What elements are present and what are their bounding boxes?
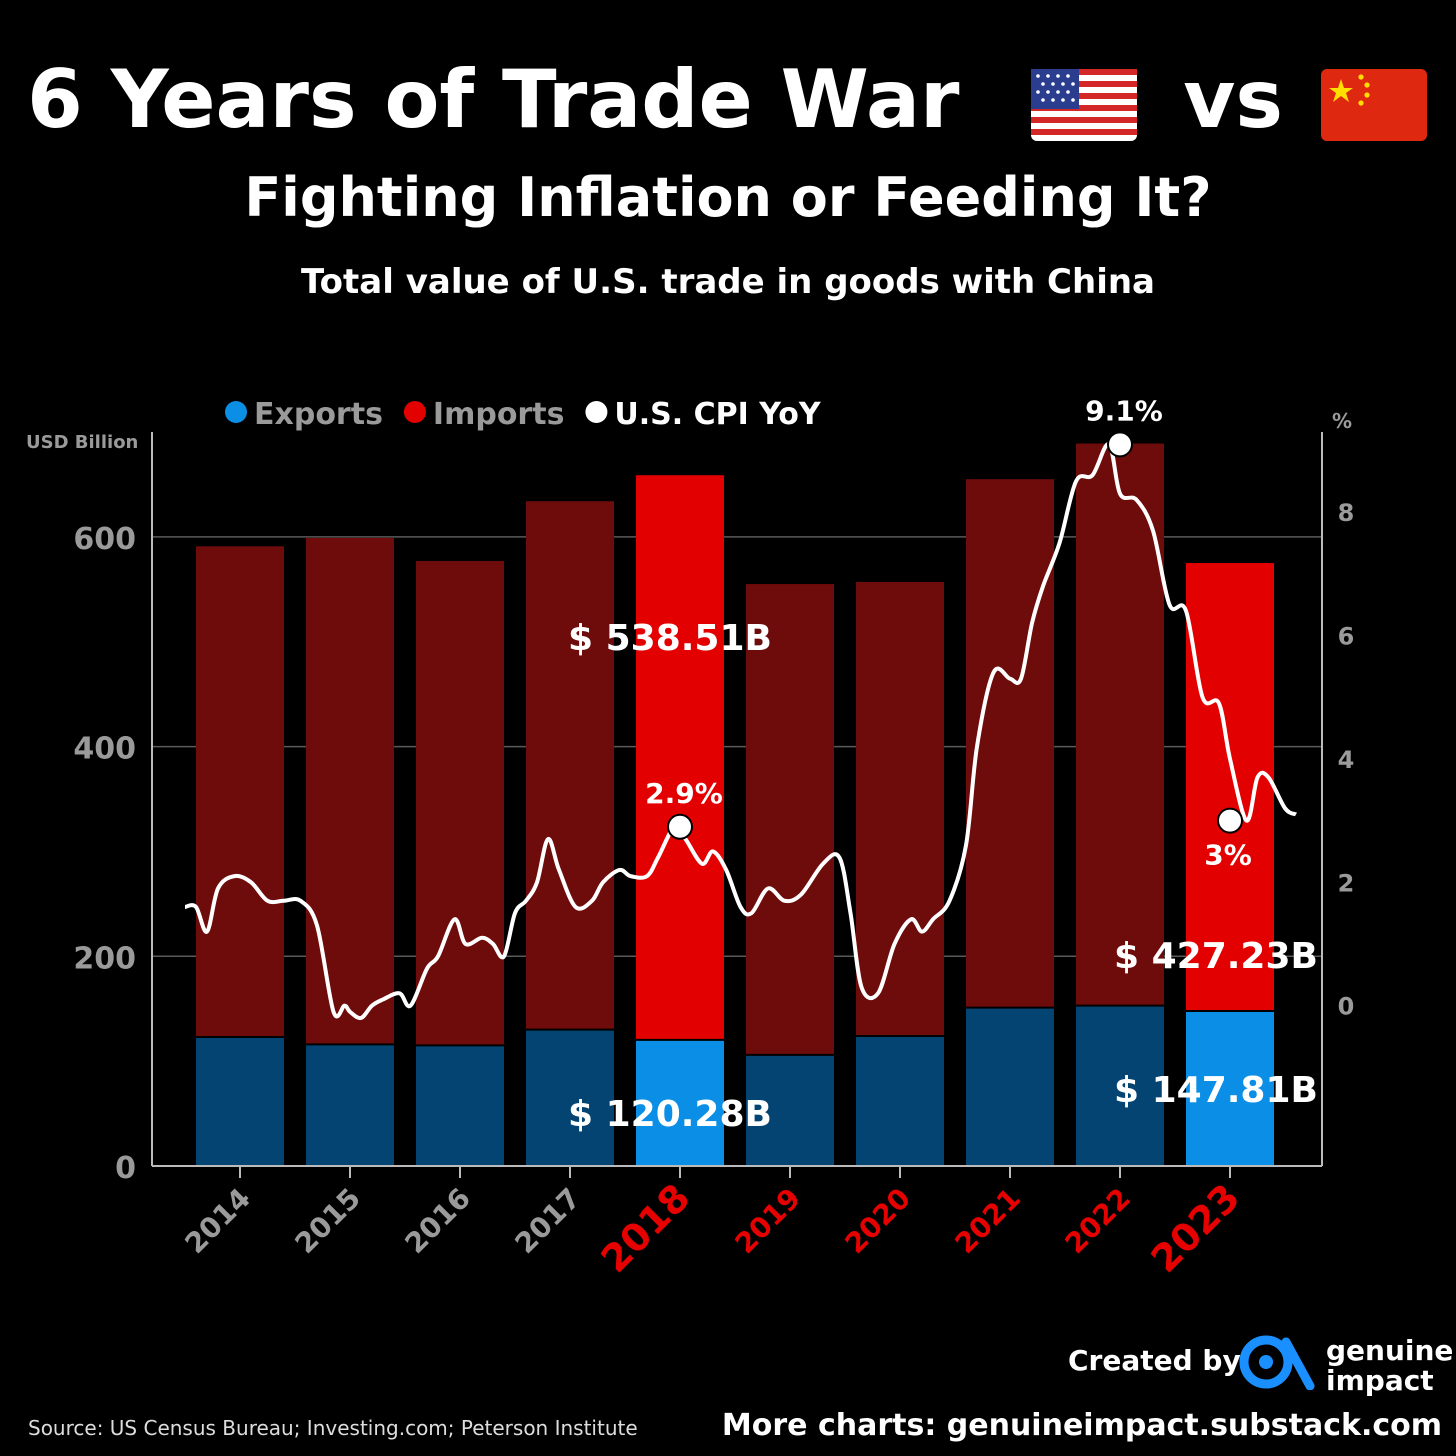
chart-title: Total value of U.S. trade in goods with … bbox=[300, 262, 1156, 302]
bar-value-label-imports-2018: $ 538.51B bbox=[568, 618, 772, 659]
bar-value-label-exports-2018: $ 120.28B bbox=[568, 1094, 772, 1135]
legend-marker-exports bbox=[225, 401, 247, 423]
right-tick-label-2: 2 bbox=[1338, 869, 1355, 897]
left-tick-label-200: 200 bbox=[73, 941, 136, 976]
cpi-marker-9.1% bbox=[1107, 431, 1133, 458]
right-tick-label-0: 0 bbox=[1338, 993, 1355, 1021]
imports-bar-2019 bbox=[746, 584, 834, 1055]
imports-bar-2017 bbox=[526, 501, 614, 1030]
right-tick-label-4: 4 bbox=[1338, 746, 1355, 774]
brand-line2: impact bbox=[1326, 1364, 1434, 1397]
exports-bar-2022 bbox=[1076, 1005, 1164, 1166]
x-tick-label-2018: 2018 bbox=[592, 1175, 698, 1281]
main-title: 6 Years of Trade War vs bbox=[0, 52, 1456, 148]
cpi-annotation-9.1%: 9.1% bbox=[1085, 394, 1163, 427]
x-tick-label-2016: 2016 bbox=[399, 1182, 477, 1260]
genuine-impact-logo-icon bbox=[1239, 1335, 1315, 1390]
x-tick-label-2023: 2023 bbox=[1142, 1175, 1248, 1281]
x-tick-label-2020: 2020 bbox=[839, 1182, 917, 1260]
exports-bar-2015 bbox=[306, 1044, 394, 1166]
more-charts-link[interactable]: More charts: genuineimpact.substack.com bbox=[721, 1408, 1442, 1443]
x-tick-label-2019: 2019 bbox=[729, 1182, 807, 1260]
imports-bar-2016 bbox=[416, 560, 504, 1046]
imports-bar-2018 bbox=[636, 475, 724, 1040]
legend-marker-u-s-cpi-yoy bbox=[585, 401, 608, 423]
right-tick-label-6: 6 bbox=[1338, 623, 1355, 651]
right-axis-title: % bbox=[1332, 409, 1352, 433]
x-tick-label-2021: 2021 bbox=[949, 1182, 1027, 1260]
legend-label-imports: Imports bbox=[433, 397, 565, 432]
exports-bar-2019 bbox=[746, 1054, 834, 1166]
china-flag-icon bbox=[1320, 69, 1427, 142]
brand-line1: genuine bbox=[1326, 1334, 1454, 1367]
legend-marker-imports bbox=[403, 401, 426, 423]
exports-bar-2020 bbox=[856, 1035, 944, 1166]
exports-bar-2018 bbox=[636, 1039, 724, 1166]
legend-label-exports: Exports bbox=[254, 397, 383, 432]
left-tick-label-0: 0 bbox=[115, 1151, 136, 1186]
cpi-marker-2.9% bbox=[667, 813, 693, 840]
exports-bar-2016 bbox=[416, 1045, 504, 1166]
imports-bar-2020 bbox=[856, 581, 944, 1036]
left-tick-label-400: 400 bbox=[73, 732, 136, 767]
x-tick-label-2014: 2014 bbox=[179, 1182, 257, 1260]
imports-bar-2021 bbox=[966, 479, 1054, 1008]
subtitle: Fighting Inflation or Feeding It? bbox=[244, 166, 1212, 229]
cpi-marker-3% bbox=[1217, 807, 1243, 834]
cpi-annotation-2.9%: 2.9% bbox=[645, 777, 723, 810]
exports-bar-2021 bbox=[966, 1007, 1054, 1166]
title-text: 6 Years of Trade War bbox=[27, 53, 960, 146]
cpi-annotation-3%: 3% bbox=[1204, 839, 1252, 872]
bar-value-label-imports-2023: $ 427.23B bbox=[1114, 936, 1318, 977]
left-axis-title: USD Billion bbox=[26, 432, 138, 453]
imports-bar-2014 bbox=[196, 546, 284, 1038]
exports-bar-2017 bbox=[526, 1029, 614, 1166]
x-tick-label-2022: 2022 bbox=[1059, 1182, 1137, 1260]
exports-bar-2014 bbox=[196, 1037, 284, 1166]
exports-bar-2023 bbox=[1186, 1011, 1274, 1166]
right-tick-label-8: 8 bbox=[1338, 499, 1355, 527]
imports-bar-2023 bbox=[1186, 563, 1274, 1012]
imports-bar-2022 bbox=[1076, 443, 1164, 1006]
bar-value-label-exports-2023: $ 147.81B bbox=[1114, 1070, 1318, 1111]
source-note: Source: US Census Bureau; Investing.com;… bbox=[28, 1416, 638, 1440]
imports-bar-2015 bbox=[306, 537, 394, 1045]
brand-name: genuine impact bbox=[1326, 1336, 1453, 1396]
x-tick-label-2015: 2015 bbox=[289, 1182, 367, 1260]
vs-text: vs bbox=[1183, 53, 1283, 146]
created-by-label: Created by bbox=[1068, 1344, 1241, 1377]
legend-label-u-s-cpi-yoy: U.S. CPI YoY bbox=[614, 397, 821, 432]
x-tick-label-2017: 2017 bbox=[509, 1182, 587, 1260]
left-tick-label-600: 600 bbox=[73, 522, 136, 557]
us-flag-icon bbox=[1031, 69, 1138, 142]
